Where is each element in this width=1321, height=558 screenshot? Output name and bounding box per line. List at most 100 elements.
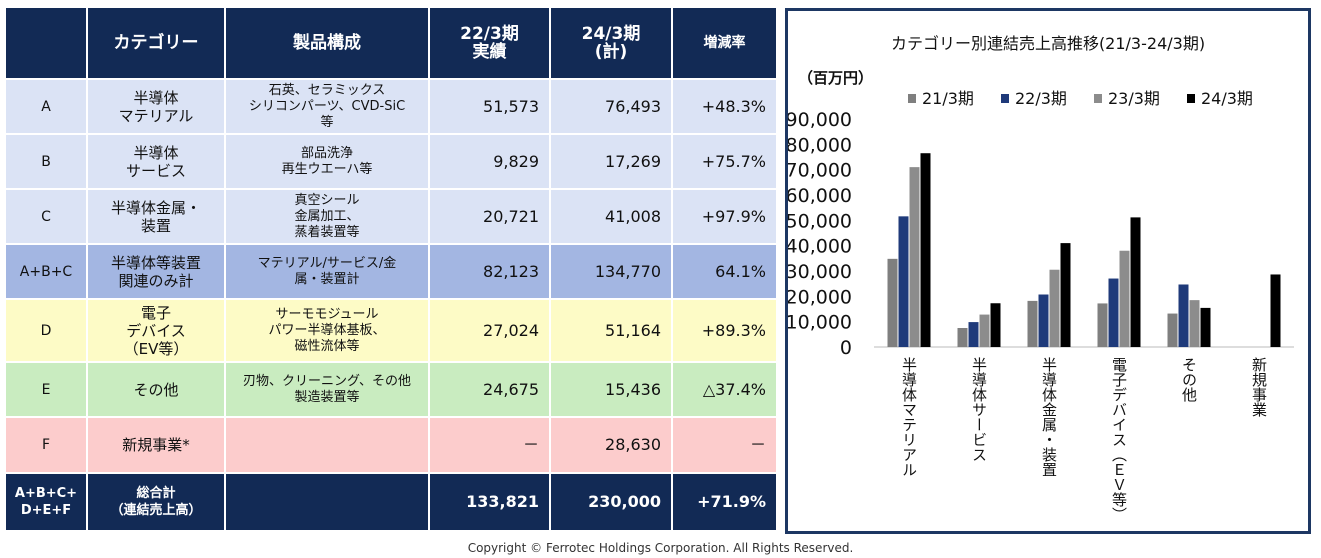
x-category-label: その他 [1180,357,1198,403]
row-fy22: 9,829 [428,133,551,190]
y-tick-label: 70,000 [788,160,852,182]
y-tick-label: 90,000 [788,109,852,131]
copyright-text: Copyright © Ferrotec Holdings Corporatio… [467,541,854,555]
y-tick-label: 50,000 [788,210,852,232]
row-code: E [4,361,88,418]
row-fy22: 82,123 [428,243,551,300]
y-tick-label: 0 [840,337,852,359]
table-header-row: カテゴリー 製品構成 22/3期 実績 24/3期 (計) 増減率 [4,6,778,80]
row-rate: +89.3% [671,298,778,363]
x-category-label: 電子デバイス（ＥＶ等） [1110,357,1128,522]
table-row: F 新規事業* － 28,630 － [4,416,778,474]
bar [1200,307,1211,347]
row-rate: +71.9% [671,472,778,532]
row-category: その他 [86,361,226,418]
row-fy24: 28,630 [549,416,673,474]
table-row: D 電子 デバイス （EV等） サーモモジュール パワー半導体基板、 磁性流体等… [4,298,778,363]
row-fy22: 133,821 [428,472,551,532]
row-category: 総合計 （連結売上高） [86,472,226,532]
legend-swatch [1187,94,1195,103]
legend-label: 21/3期 [922,89,974,108]
row-code: A [4,78,88,135]
row-category: 半導体 サービス [86,133,226,190]
table-row: E その他 刃物、クリーニング、その他 製造装置等 24,675 15,436 … [4,361,778,418]
bar [1060,243,1071,347]
row-fy24: 17,269 [549,133,673,190]
bar [968,322,979,347]
row-code: A+B+C [4,243,88,300]
legend-label: 22/3期 [1015,89,1067,108]
row-components: 刃物、クリーニング、その他 製造装置等 [224,361,430,418]
header-category: カテゴリー [86,6,226,80]
row-components [224,416,430,474]
chart-y-unit: （百万円） [798,69,873,87]
legend-swatch [1001,94,1009,103]
row-fy22: 27,024 [428,298,551,363]
row-fy24: 15,436 [549,361,673,418]
row-components: マテリアル/サービス/金 属・装置計 [224,243,430,300]
row-fy22: 24,675 [428,361,551,418]
row-code: C [4,188,88,245]
table-row-total: A+B+C+ D+E+F 総合計 （連結売上高） 133,821 230,000… [4,472,778,532]
y-tick-label: 20,000 [788,286,852,308]
x-category-label: 半導体マテリアル [900,357,918,477]
bar [920,153,931,347]
bar [1178,284,1189,347]
table-row: B 半導体 サービス 部品洗浄 再生ウエーハ等 9,829 17,269 +75… [4,133,778,190]
y-tick-label: 40,000 [788,236,852,258]
row-category: 半導体等装置 関連のみ計 [86,243,226,300]
bar [1189,300,1200,347]
row-fy22: 51,573 [428,78,551,135]
bar [1270,274,1281,347]
row-category: 電子 デバイス （EV等） [86,298,226,363]
row-code: B [4,133,88,190]
bar [1038,294,1049,347]
row-components: 真空シール 金属加工、 蒸着装置等 [224,188,430,245]
x-category-label: 半導体サービス [970,357,988,462]
header-fy22: 22/3期 実績 [428,6,551,80]
row-rate: － [671,416,778,474]
chart-title: カテゴリー別連結売上高推移(21/3-24/3期) [891,34,1205,53]
legend-label: 23/3期 [1108,89,1160,108]
row-fy22: － [428,416,551,474]
bar [1049,269,1060,347]
row-fy22: 20,721 [428,188,551,245]
table-row: A 半導体 マテリアル 石英、セラミックス シリコンパーツ、CVD-SiC 等 … [4,78,778,135]
bar [1130,217,1141,347]
row-rate: +97.9% [671,188,778,245]
y-tick-label: 30,000 [788,261,852,283]
bar [1097,303,1108,347]
row-components: サーモモジュール パワー半導体基板、 磁性流体等 [224,298,430,363]
bar [1108,278,1119,347]
row-category: 新規事業* [86,416,226,474]
bar [1167,313,1178,347]
category-sales-table: カテゴリー 製品構成 22/3期 実績 24/3期 (計) 増減率 A 半導体 … [4,6,778,532]
bar [957,328,968,347]
row-code: F [4,416,88,474]
x-category-label: 半導体金属・装置 [1040,357,1058,477]
bar [979,314,990,347]
y-tick-label: 10,000 [788,312,852,334]
x-category-label: 新規事業 [1250,357,1268,417]
legend-swatch [1094,94,1102,103]
table-row-subtotal: A+B+C 半導体等装置 関連のみ計 マテリアル/サービス/金 属・装置計 82… [4,243,778,300]
row-code: D [4,298,88,363]
legend-swatch [908,94,916,103]
bar [909,167,920,347]
row-components: 部品洗浄 再生ウエーハ等 [224,133,430,190]
header-fy24: 24/3期 (計) [549,6,673,80]
bar [898,216,909,347]
bar [887,258,898,347]
bar [990,303,1001,347]
row-rate: +75.7% [671,133,778,190]
header-code [4,6,88,80]
row-rate: +48.3% [671,78,778,135]
row-components: 石英、セラミックス シリコンパーツ、CVD-SiC 等 [224,78,430,135]
row-category: 半導体金属・ 装置 [86,188,226,245]
legend-label: 24/3期 [1201,89,1253,108]
y-tick-label: 80,000 [788,134,852,156]
header-rate: 増減率 [671,6,778,80]
row-rate: △37.4% [671,361,778,418]
row-rate: 64.1% [671,243,778,300]
row-components [224,472,430,532]
